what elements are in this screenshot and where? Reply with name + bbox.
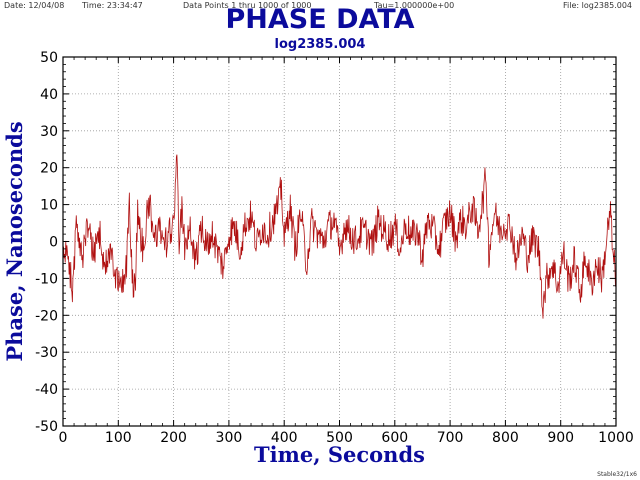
y-tick-label: -50 [35, 419, 58, 435]
x-tick-label: 100 [105, 430, 132, 446]
header-data-points: Data Points 1 thru 1000 of 1000 [183, 1, 312, 10]
y-tick-label: -40 [35, 382, 58, 398]
x-tick-label: 500 [326, 430, 353, 446]
x-tick-label: 900 [547, 430, 574, 446]
y-tick-label: 0 [49, 235, 58, 251]
header-date: Date: 12/04/08 [4, 1, 65, 10]
x-tick-label: 600 [381, 430, 408, 446]
x-tick-label: 800 [492, 430, 519, 446]
chart-subtitle: log2385.004 [274, 37, 366, 52]
y-tick-label: -20 [35, 308, 58, 324]
footer-tag: Stable32/1x6 [597, 471, 637, 478]
x-axis-label: Time, Seconds [254, 442, 425, 467]
y-tick-label: -30 [35, 345, 58, 361]
trace-layer [63, 154, 617, 319]
tick-layer: 0 100 200 300 400 500 600 700 800 900 100050403020… [35, 50, 634, 446]
y-axis-label: Phase, Nanoseconds [2, 121, 27, 361]
grid-layer [63, 57, 616, 426]
y-tick-label: 20 [40, 161, 58, 177]
phase-trace [63, 154, 617, 319]
y-tick-label: 40 [40, 87, 58, 103]
x-tick-label: 700 [437, 430, 464, 446]
x-tick-label: 1000 [598, 430, 634, 446]
y-tick-label: 10 [40, 198, 58, 214]
y-tick-label: -10 [35, 271, 58, 287]
x-tick-label: 400 [271, 430, 298, 446]
header-tau: Tau=1.000000e+00 [374, 1, 455, 10]
x-tick-label: 0 [59, 430, 68, 446]
x-tick-label: 300 [216, 430, 243, 446]
header-file: File: log2385.004 [563, 1, 632, 10]
y-tick-label: 50 [40, 50, 58, 66]
header-time: Time: 23:34:47 [82, 1, 143, 10]
y-tick-label: 30 [40, 124, 58, 140]
chart-title: PHASE DATA [225, 4, 415, 35]
x-tick-label: 200 [160, 430, 187, 446]
